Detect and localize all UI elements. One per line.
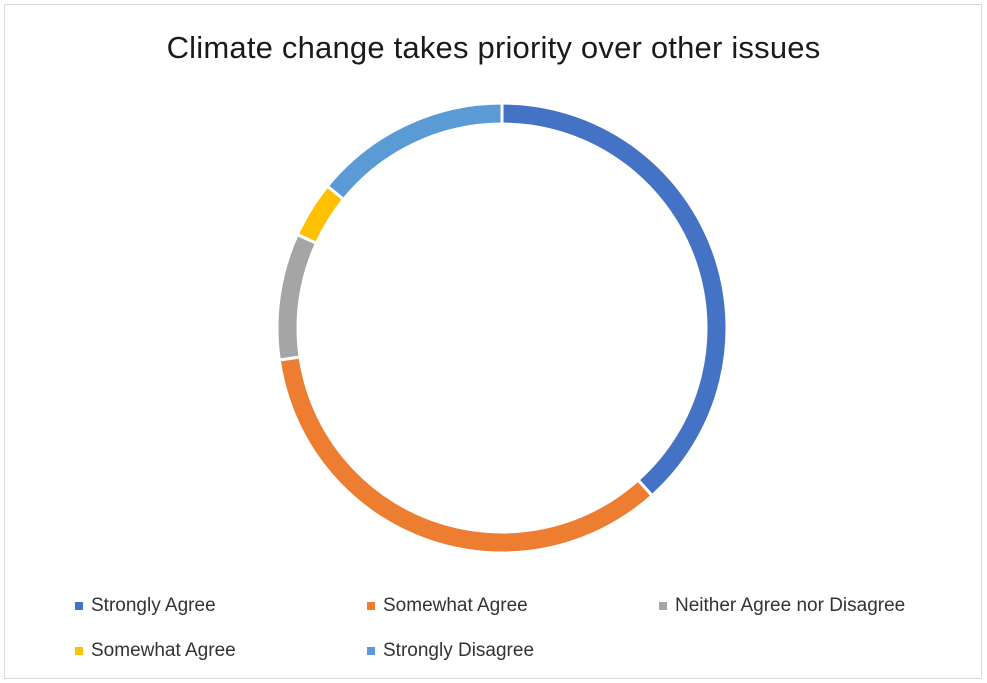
legend-item-2: Somewhat Agree — [367, 595, 528, 617]
legend-swatch — [659, 602, 667, 610]
legend-label: Strongly Agree — [91, 595, 216, 616]
chart-title: Climate change takes priority over other… — [166, 30, 821, 65]
legend-label: Somewhat Agree — [383, 595, 528, 616]
legend-item-3: Neither Agree nor Disagree — [659, 595, 905, 617]
legend-label: Neither Agree nor Disagree — [675, 595, 906, 616]
donut-slice-1 — [500, 101, 729, 498]
legend-label: Strongly Disagree — [383, 640, 535, 661]
donut-slice-5 — [325, 101, 504, 202]
legend-swatch — [75, 602, 83, 610]
legend-item-1: Strongly Agree — [75, 595, 216, 617]
legend-swatch — [75, 647, 83, 655]
donut-slice-2 — [277, 355, 655, 555]
legend-swatch — [367, 602, 375, 610]
legend-item-4: Somewhat Agree — [75, 640, 236, 662]
donut-slice-3 — [275, 232, 319, 362]
legend-item-5: Strongly Disagree — [367, 640, 534, 662]
legend-swatch — [367, 647, 375, 655]
legend-label: Somewhat Agree — [91, 640, 236, 661]
